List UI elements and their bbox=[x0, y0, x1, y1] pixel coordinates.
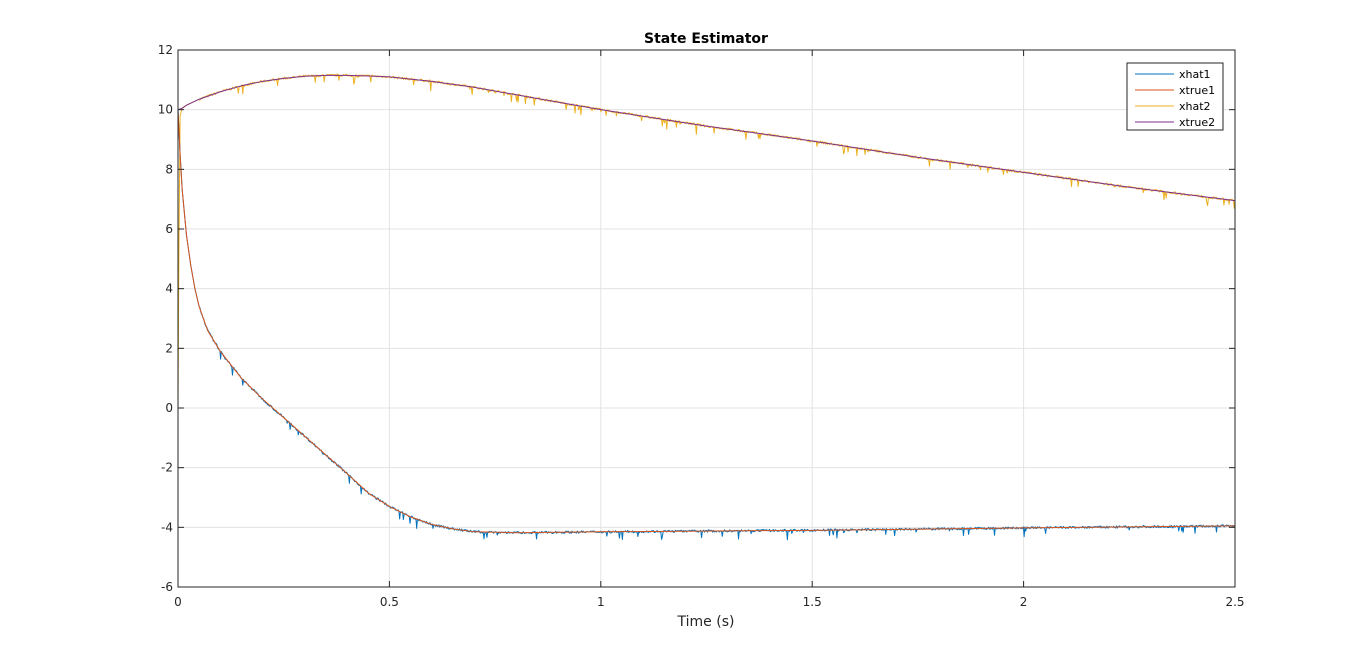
y-tick-label: 2 bbox=[165, 341, 173, 355]
x-tick-label: 0.5 bbox=[380, 595, 399, 609]
x-tick-label: 0 bbox=[174, 595, 182, 609]
grid-lines bbox=[177, 49, 1236, 588]
x-tick-label: 1 bbox=[597, 595, 605, 609]
x-tick-label: 2 bbox=[1020, 595, 1028, 609]
x-axis-label: Time (s) bbox=[677, 614, 735, 630]
y-tick-label: 4 bbox=[165, 282, 173, 296]
legend-label-xtrue1: xtrue1 bbox=[1179, 84, 1215, 97]
legend-label-xhat1: xhat1 bbox=[1179, 68, 1211, 81]
y-tick-label: 0 bbox=[165, 401, 173, 415]
y-tick-label: 12 bbox=[158, 43, 173, 57]
y-tick-label: 6 bbox=[165, 222, 173, 236]
chart-title: State Estimator bbox=[644, 31, 768, 47]
axes-box bbox=[177, 49, 1236, 588]
legend: xhat1 xtrue1 xhat2 xtrue2 bbox=[1126, 62, 1224, 131]
y-tick-label: -6 bbox=[161, 580, 173, 594]
y-tick-label: 10 bbox=[158, 103, 173, 117]
y-tick-label: -2 bbox=[161, 461, 173, 475]
plot-area bbox=[178, 50, 1235, 587]
y-tick-label: 8 bbox=[165, 162, 173, 176]
legend-label-xhat2: xhat2 bbox=[1179, 100, 1211, 113]
series-line-xtrue2 bbox=[177, 74, 1236, 202]
legend-label-xtrue2: xtrue2 bbox=[1179, 116, 1215, 129]
y-tick-label: -4 bbox=[161, 520, 173, 534]
x-tick-label: 1.5 bbox=[803, 595, 822, 609]
x-tick-label: 2.5 bbox=[1225, 595, 1244, 609]
series-line-xtrue1 bbox=[177, 109, 1236, 534]
axis-ticks: 0 0.5 1 1.5 2 2.5 -6 -4 -2 0 2 4 6 8 10 12 bbox=[158, 43, 1245, 609]
series-layer bbox=[177, 73, 1236, 541]
